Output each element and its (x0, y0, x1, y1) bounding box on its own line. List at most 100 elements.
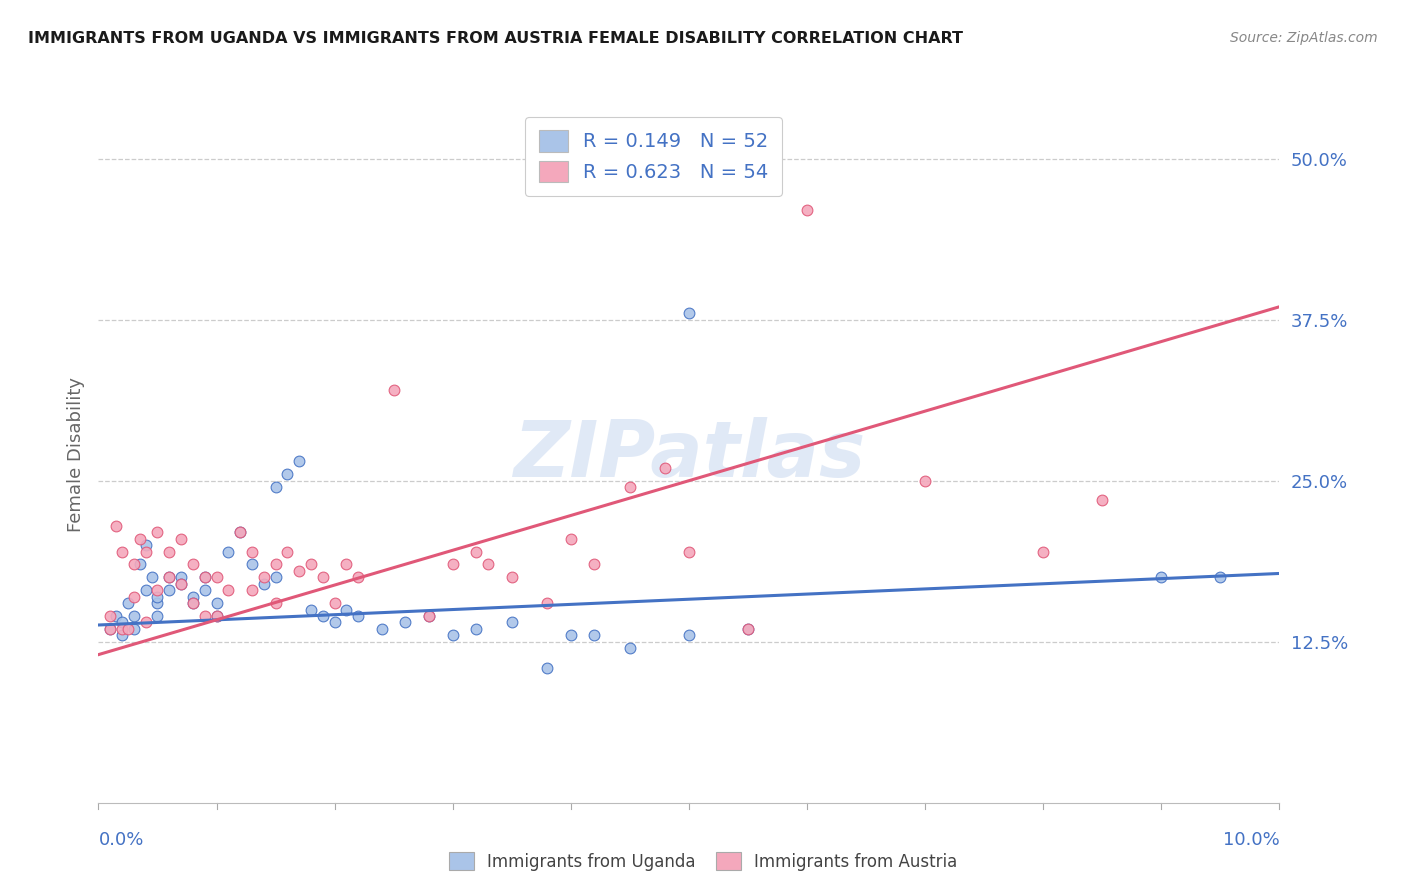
Point (146, 525, 169, 540)
Point (194, 583, 217, 598)
Point (117, 622, 139, 636)
Point (194, 570, 217, 584)
Point (98, 622, 121, 636)
Point (157, 570, 180, 584)
Point (394, 615, 416, 630)
Point (299, 602, 322, 616)
Point (229, 525, 252, 540)
Point (205, 609, 228, 624)
Text: ZIPatlas: ZIPatlas (513, 417, 865, 493)
Point (157, 583, 180, 598)
Legend: R = 0.149   N = 52, R = 0.623   N = 54: R = 0.149 N = 52, R = 0.623 N = 54 (524, 117, 782, 196)
Point (678, 306, 700, 320)
Point (117, 596, 139, 610)
Point (205, 609, 228, 624)
Point (170, 576, 193, 591)
Point (122, 558, 145, 572)
Point (157, 570, 180, 584)
Point (335, 602, 357, 616)
Point (240, 544, 263, 558)
Point (253, 576, 276, 591)
Point (128, 532, 150, 546)
Point (217, 583, 239, 598)
Point (737, 622, 759, 636)
Point (1032, 544, 1054, 558)
Point (465, 544, 488, 558)
Point (105, 518, 128, 533)
Point (264, 570, 287, 584)
Point (141, 570, 163, 584)
Point (583, 558, 606, 572)
Point (111, 615, 134, 630)
Point (111, 628, 134, 642)
Point (654, 460, 676, 475)
Point (181, 596, 204, 610)
Point (240, 558, 263, 572)
Point (276, 544, 298, 558)
Point (205, 596, 228, 610)
Point (122, 590, 145, 604)
Point (1091, 493, 1114, 508)
Point (122, 622, 145, 636)
Point (536, 660, 558, 674)
Point (181, 596, 204, 610)
Point (122, 609, 145, 624)
Point (288, 564, 311, 578)
Point (418, 609, 440, 624)
Text: 10.0%: 10.0% (1223, 831, 1279, 849)
Point (264, 558, 287, 572)
Point (441, 628, 464, 642)
Point (583, 628, 606, 642)
Point (619, 480, 641, 494)
Point (111, 622, 134, 636)
Point (465, 622, 488, 636)
Point (299, 558, 322, 572)
Point (1150, 570, 1173, 584)
Text: Source: ZipAtlas.com: Source: ZipAtlas.com (1230, 31, 1378, 45)
Point (205, 570, 228, 584)
Point (312, 609, 335, 624)
Point (135, 583, 157, 598)
Point (170, 532, 193, 546)
Point (146, 609, 169, 624)
Point (347, 609, 370, 624)
Point (98, 622, 121, 636)
Point (323, 615, 346, 630)
Point (796, 203, 818, 218)
Point (323, 596, 346, 610)
Point (441, 558, 464, 572)
Point (1209, 570, 1232, 584)
Point (501, 615, 523, 630)
Point (619, 641, 641, 656)
Text: IMMIGRANTS FROM UGANDA VS IMMIGRANTS FROM AUSTRIA FEMALE DISABILITY CORRELATION : IMMIGRANTS FROM UGANDA VS IMMIGRANTS FRO… (28, 31, 963, 46)
Point (335, 558, 357, 572)
Point (170, 576, 193, 591)
Point (157, 544, 180, 558)
Point (170, 570, 193, 584)
Y-axis label: Female Disability: Female Disability (66, 377, 84, 533)
Point (229, 525, 252, 540)
Point (194, 609, 217, 624)
Point (678, 544, 700, 558)
Point (128, 558, 150, 572)
Point (181, 558, 204, 572)
Point (135, 615, 157, 630)
Point (181, 590, 204, 604)
Point (217, 544, 239, 558)
Point (501, 570, 523, 584)
Point (240, 583, 263, 598)
Point (111, 544, 134, 558)
Point (146, 590, 169, 604)
Point (737, 622, 759, 636)
Point (135, 538, 157, 552)
Point (678, 628, 700, 642)
Point (105, 609, 128, 624)
Point (560, 532, 582, 546)
Point (560, 628, 582, 642)
Point (371, 622, 394, 636)
Point (135, 544, 157, 558)
Point (347, 570, 370, 584)
Text: 0.0%: 0.0% (98, 831, 143, 849)
Point (264, 480, 287, 494)
Point (288, 454, 311, 468)
